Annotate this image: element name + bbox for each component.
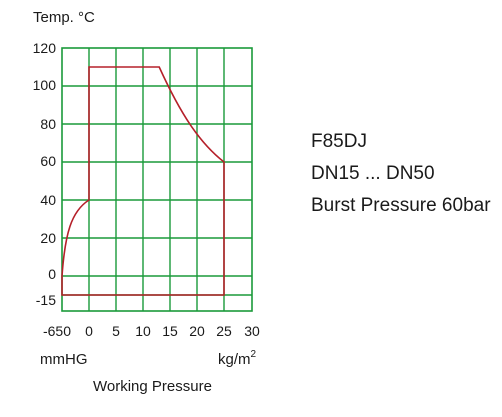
y-tick-label: -15 — [36, 292, 56, 308]
chart-grid — [61, 47, 253, 312]
x-tick-label: 10 — [135, 323, 151, 339]
y-tick-label: 20 — [40, 230, 56, 246]
y-tick-label: 120 — [33, 40, 57, 56]
x-tick-label: 25 — [216, 323, 232, 339]
x-tick-label: -650 — [43, 323, 71, 339]
y-tick-label: 60 — [40, 153, 56, 169]
x-tick-label: 20 — [189, 323, 205, 339]
operating-envelope-line — [61, 66, 225, 296]
product-notes: F85DJ DN15 ... DN50 Burst Pressure 60bar — [311, 126, 491, 222]
x-tick-label: 0 — [85, 323, 93, 339]
x-axis-title: Working Pressure — [93, 378, 212, 395]
y-tick-label: 40 — [40, 192, 56, 208]
note-size-range: DN15 ... DN50 — [311, 163, 435, 184]
x-tick-label: 15 — [162, 323, 178, 339]
note-model: F85DJ — [311, 131, 367, 152]
x-tick-label: 30 — [244, 323, 260, 339]
x-unit-right-base: kg/m — [218, 351, 251, 368]
y-tick-label: 0 — [48, 266, 56, 282]
y-tick-label: 100 — [33, 77, 57, 93]
y-tick-label: 80 — [40, 116, 56, 132]
plot-border — [61, 47, 253, 312]
y-axis-title: Temp. °C — [33, 9, 95, 26]
chart-series — [61, 66, 225, 296]
x-unit-right-sup: 2 — [251, 349, 257, 360]
x-unit-left: mmHG — [40, 351, 88, 368]
note-burst-pressure: Burst Pressure 60bar — [311, 195, 491, 216]
x-tick-label: 5 — [112, 323, 120, 339]
x-tick-labels: -650 0 5 10 15 20 25 30 — [43, 323, 260, 339]
y-tick-labels: 120 100 80 60 40 20 0 -15 — [33, 40, 57, 308]
x-unit-right: kg/m2 — [218, 349, 257, 368]
